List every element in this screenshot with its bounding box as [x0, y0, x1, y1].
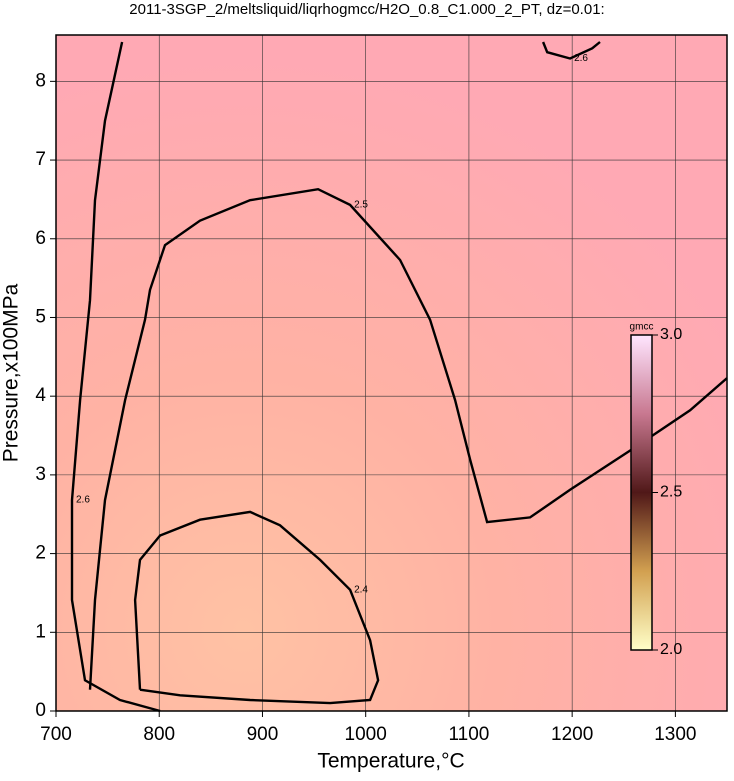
- chart-title: 2011-3SGP_2/meltsliquid/liqrhogmcc/H2O_0…: [129, 1, 604, 18]
- contour-line: [133, 510, 380, 705]
- contour-label: 2.6: [574, 53, 588, 64]
- y-tick-label: 1: [35, 621, 46, 642]
- x-tick-label: 900: [247, 724, 279, 745]
- y-tick-label: 8: [35, 70, 46, 91]
- y-tick-label: 0: [35, 700, 46, 721]
- x-tick-label: 1300: [654, 724, 696, 745]
- plot-frame: [55, 34, 728, 712]
- x-axis-label: Temperature,°C: [317, 750, 464, 773]
- contour-label: 2.4: [354, 584, 368, 595]
- y-tick-label: 4: [35, 385, 46, 406]
- contour-label: 2.6: [76, 495, 90, 506]
- colorbar-tick-label: 3.0: [660, 326, 682, 343]
- y-tick-label: 6: [35, 228, 46, 249]
- colorbar-tick-label: 2.5: [660, 484, 682, 501]
- y-tick-label: 3: [35, 464, 46, 485]
- x-tick-label: 1000: [345, 724, 387, 745]
- y-tick-label: 7: [35, 149, 46, 170]
- y-axis-label: Pressure,x100MPa: [0, 283, 23, 462]
- x-tick-label: 1200: [551, 724, 593, 745]
- y-tick-label: 2: [35, 543, 46, 564]
- colorbar-label: gmcc: [630, 322, 654, 333]
- contour-label: 2.5: [354, 200, 368, 211]
- colorbar-tick-label: 2.0: [660, 641, 682, 658]
- plot-background: [56, 35, 727, 711]
- contour-line: [88, 187, 728, 690]
- colorbar: [630, 334, 653, 651]
- contour-line: [70, 41, 161, 713]
- x-tick-label: 800: [143, 724, 175, 745]
- x-tick-label: 1100: [448, 724, 489, 745]
- x-tick-label: 700: [40, 724, 72, 745]
- contour-line: [541, 41, 601, 60]
- y-tick-label: 5: [35, 306, 46, 327]
